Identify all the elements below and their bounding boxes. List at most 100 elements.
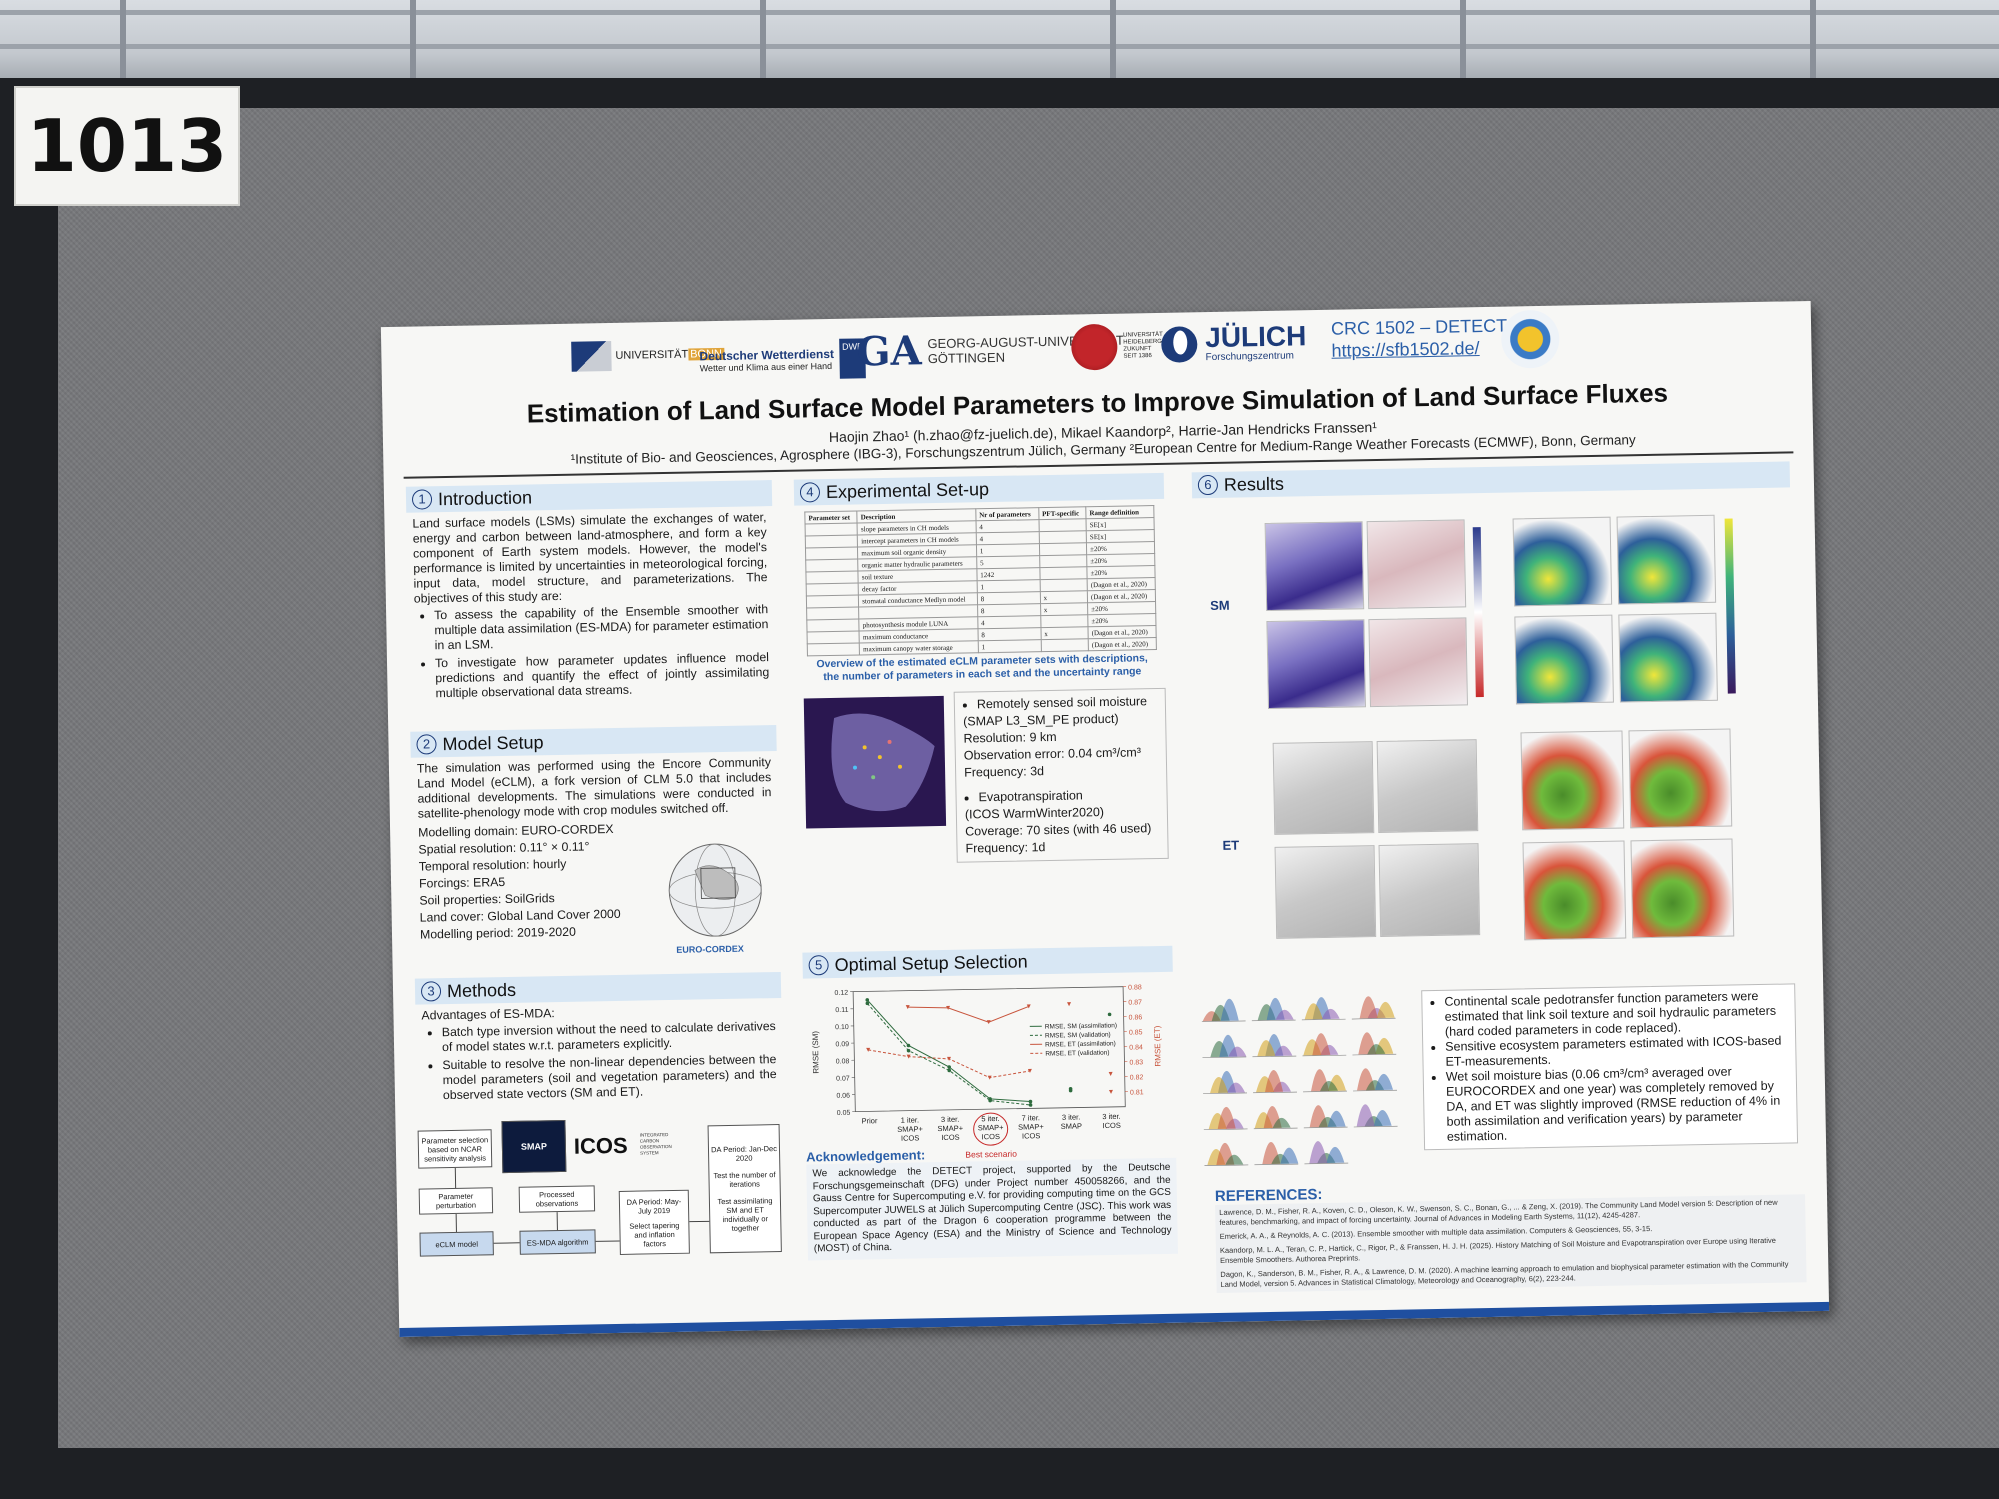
table-cell: maximum canopy water storage: [859, 640, 979, 655]
table-cell: [806, 606, 860, 620]
julich-logo-icon: [1160, 325, 1198, 363]
series-point: [1108, 1089, 1113, 1094]
y-tick-label: 0.11: [835, 1007, 848, 1014]
table-cell: (Dagon et al., 2020): [1088, 637, 1157, 651]
table-cell: [805, 522, 858, 536]
et-map-post-validation: [1378, 843, 1481, 937]
x-category-label: SMAP+: [897, 1124, 923, 1133]
best-scenario-label: Best scenario: [965, 1149, 1017, 1160]
series-point: [866, 1047, 871, 1052]
table-cell: [1038, 518, 1087, 532]
sm-map-prior-assimilation: [1264, 521, 1365, 612]
series-point: [1028, 1099, 1033, 1104]
x-category-label: ICOS: [941, 1133, 960, 1142]
x-category-label: 3 iter.: [941, 1115, 960, 1124]
series-line: [868, 1049, 1031, 1079]
heidelberg-logo-line4: SEIT 1386: [1123, 353, 1152, 360]
y2-tick-label: 0.84: [1129, 1044, 1143, 1051]
crc-block: CRC 1502 – DETECT https://sfb1502.de/: [1331, 315, 1508, 362]
references-list: Lawrence, D. M., Fisher, R. A., Koven, C…: [1215, 1194, 1807, 1294]
ceiling-beam: [0, 44, 1999, 49]
heidelberg-seal-icon: [1070, 323, 1118, 371]
et-info-coverage: Coverage: 70 sites (with 46 used): [965, 821, 1152, 839]
ceiling-truss: [760, 0, 766, 90]
legend-label: RMSE, SM (assimilation): [1045, 1022, 1117, 1030]
methods-bullet: Batch type inversion without the need to…: [442, 1019, 776, 1055]
y2-tick-label: 0.83: [1129, 1059, 1143, 1066]
et-info-frequency: Frequency: 1d: [965, 840, 1046, 856]
table-cell: 1: [977, 639, 1042, 653]
section-heading: Introduction: [437, 487, 533, 510]
table-cell: x: [1040, 626, 1089, 640]
y-tick-label: 0.05: [837, 1110, 851, 1117]
x-category-label: SMAP+: [937, 1124, 963, 1133]
table-cell: [1040, 638, 1089, 652]
x-category-label: ICOS: [901, 1133, 920, 1142]
y2-tick-label: 0.82: [1130, 1074, 1144, 1081]
detect-logo-icon: [1500, 309, 1560, 369]
legend-label: RMSE, ET (validation): [1045, 1049, 1109, 1057]
poster: UNIVERSITÄT BONN Deutscher Wetterdienst W…: [380, 300, 1830, 1338]
acknowledgement: Acknowledgement: We acknowledge the DETE…: [806, 1143, 1178, 1261]
rmse-chart: 0.12 0.11 0.10 0.09 0.08 0.07 0.06 0.05 0.88 0.87…: [811, 984, 1163, 1160]
parameter-histogram-grid: [1201, 989, 1404, 1183]
ceiling-truss: [1810, 0, 1816, 90]
y-tick-label: 0.12: [834, 990, 848, 997]
table-cell: [1039, 554, 1087, 568]
y2-axis-label: RMSE (ET): [1153, 1025, 1163, 1066]
y2-tick-label: 0.86: [1129, 1014, 1143, 1021]
parameter-histogram: [1203, 1107, 1248, 1131]
y-tick-label: 0.09: [835, 1041, 849, 1048]
parameter-table-wrap: Parameter set Description Nr of parameters…: [794, 499, 1167, 659]
section-experimental-setup: 4 Experimental Set-up Parameter set Descr…: [793, 472, 1171, 863]
parameter-histogram: [1251, 998, 1296, 1022]
parameter-histogram: [1253, 1106, 1298, 1130]
legend-label: RMSE, ET (assimilation): [1045, 1040, 1116, 1048]
table-header-cell: Parameter set: [804, 510, 858, 524]
section-body: Land surface models (LSMs) simulate the …: [406, 506, 776, 709]
crc-link[interactable]: https://sfb1502.de/: [1331, 338, 1480, 361]
series-point: [1028, 1103, 1033, 1107]
parameter-histogram: [1254, 1142, 1299, 1166]
goettingen-logo-icon: GA: [855, 327, 923, 376]
results-bullet: Continental scale pedotransfer function …: [1444, 989, 1787, 1040]
section-heading: Results: [1223, 473, 1285, 495]
y-tick-label: 0.10: [835, 1024, 849, 1031]
sm-map-post-assimilation: [1366, 519, 1467, 610]
parameter-histogram: [1352, 1032, 1397, 1056]
best-scenario-highlight: [973, 1112, 1009, 1146]
section-heading: Model Setup: [442, 732, 544, 755]
section-methods: 3 Methods Advantages of ES-MDA: Batch ty…: [414, 971, 786, 1261]
bonn-logo-text: UNIVERSITÄT: [615, 348, 689, 362]
sm-scatter-prior-validation: [1514, 614, 1614, 705]
et-scatter-post-assimilation: [1628, 728, 1733, 829]
ceiling: [0, 0, 1999, 90]
et-scatter-post-validation: [1630, 838, 1735, 939]
table-cell: [805, 558, 859, 572]
series-point: [1068, 1088, 1073, 1093]
series-point: [905, 1005, 910, 1010]
methods-bullet: Suitable to resolve the non-linear depen…: [442, 1052, 777, 1103]
table-cell: [1039, 542, 1087, 556]
section-number: 2: [416, 734, 437, 755]
parameter-histogram: [1353, 1068, 1398, 1092]
sm-map-post-validation: [1368, 617, 1468, 708]
table-cell: x: [1040, 602, 1088, 616]
julich-logo-sub: Forschungszentrum: [1205, 350, 1295, 364]
ceiling-beam: [0, 10, 1999, 15]
et-map-post-assimilation: [1376, 739, 1479, 833]
ceiling-truss: [410, 0, 416, 90]
parameter-histogram: [1303, 1105, 1348, 1129]
parameter-histogram: [1253, 1070, 1298, 1094]
table-cell: [806, 594, 859, 608]
intro-bullet: To assess the capability of the Ensemble…: [434, 602, 769, 653]
legend-label: RMSE, SM (validation): [1045, 1031, 1111, 1039]
y2-tick-label: 0.81: [1130, 1089, 1144, 1096]
section-number: 1: [411, 489, 433, 510]
icos-site-map: [803, 695, 947, 829]
table-cell: [806, 582, 859, 596]
parameter-histogram: [1302, 1033, 1347, 1057]
x-category-label: SMAP: [1061, 1121, 1082, 1130]
sm-scatter-post-validation: [1618, 612, 1718, 703]
parameter-histogram: [1252, 1034, 1297, 1058]
